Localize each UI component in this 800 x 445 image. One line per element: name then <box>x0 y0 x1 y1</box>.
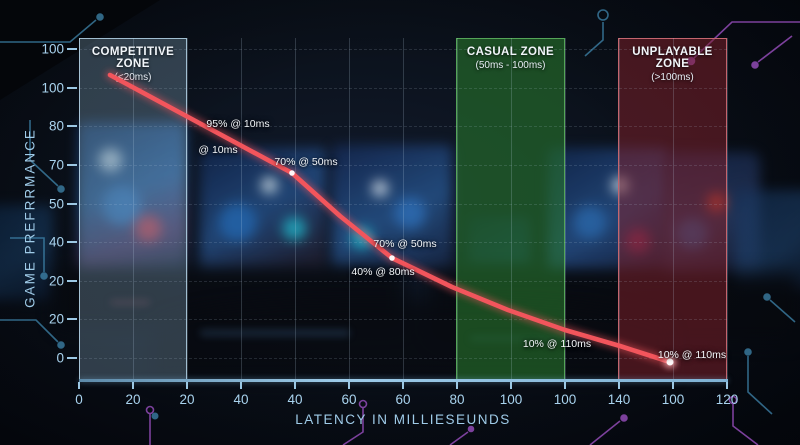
y-tick-mark <box>67 318 77 321</box>
x-tick-label: 40 <box>287 392 303 407</box>
y-tick-mark <box>67 279 77 282</box>
gridline-vertical <box>403 38 404 380</box>
y-tick-label: 20 <box>48 311 64 327</box>
x-tick-label: 100 <box>553 392 577 407</box>
x-tick-label: 20 <box>179 392 195 407</box>
gridline-vertical <box>565 38 566 380</box>
x-tick-mark <box>132 382 134 389</box>
y-axis-title: GAME PREFRRMANCE <box>22 128 38 308</box>
zone-band-unplayable: UNPLAYABLE ZONE (>100ms) <box>618 38 727 380</box>
y-tick-label: 20 <box>48 273 64 289</box>
zone-title-unplayable: UNPLAYABLE ZONE <box>632 46 713 70</box>
gridline-vertical <box>727 38 728 380</box>
point-annotation: 10% @ 110ms <box>522 338 592 350</box>
gridline-horizontal <box>79 242 727 244</box>
y-tick-mark <box>67 125 77 128</box>
y-tick-label: 50 <box>48 196 64 211</box>
gridline-horizontal <box>79 87 727 89</box>
gridline-horizontal <box>79 203 727 205</box>
gridline-horizontal <box>79 280 727 282</box>
gridline-vertical <box>133 38 134 380</box>
x-tick-label: 100 <box>499 392 523 407</box>
y-tick-label: 40 <box>48 234 64 250</box>
zone-range-unplayable: (>100ms) <box>651 72 694 83</box>
point-annotation: 70% @ 50ms <box>274 156 338 168</box>
y-tick-label: 100 <box>41 80 64 96</box>
y-tick-label: 80 <box>48 118 64 134</box>
x-tick-label: 120 <box>715 392 739 407</box>
x-tick-label: 100 <box>661 392 685 407</box>
gridline-horizontal <box>79 358 727 359</box>
y-tick-label: 100 <box>41 41 64 57</box>
y-tick-mark <box>67 163 77 166</box>
gridline-vertical <box>349 38 350 380</box>
x-tick-label: 80 <box>449 392 465 407</box>
gridline-vertical <box>79 38 80 380</box>
x-tick-mark <box>186 382 188 389</box>
x-tick-mark <box>402 382 404 389</box>
data-point <box>389 255 395 261</box>
x-tick-mark <box>564 382 566 389</box>
x-tick-label: 20 <box>125 392 141 407</box>
point-annotation: 70% @ 50ms <box>373 238 437 250</box>
gridline-horizontal <box>79 49 727 50</box>
x-tick-label: 40 <box>233 392 249 407</box>
end-data-point <box>666 358 674 366</box>
gridline-vertical <box>187 38 188 380</box>
x-tick-label: 60 <box>395 392 411 407</box>
gridline-vertical <box>241 38 242 380</box>
x-tick-mark <box>348 382 350 389</box>
performance-line-main <box>107 72 673 365</box>
y-tick-mark <box>67 202 77 205</box>
x-axis-line <box>79 379 728 382</box>
zone-range-competitive: (<20ms) <box>114 72 152 83</box>
x-tick-mark <box>618 382 620 389</box>
gridline-horizontal <box>79 126 727 128</box>
point-annotation: 10% @ 110ms <box>657 349 727 361</box>
y-tick-mark <box>67 48 77 50</box>
gridline-vertical <box>511 38 512 380</box>
point-annotation: 40% @ 80ms <box>351 266 415 278</box>
x-tick-mark <box>726 382 728 389</box>
x-tick-mark <box>294 382 296 389</box>
gridline-vertical <box>619 38 620 380</box>
x-tick-label: 0 <box>75 392 83 407</box>
gridline-horizontal <box>79 164 727 166</box>
y-tick-mark <box>67 241 77 244</box>
point-annotation: 95% @ 10ms <box>206 118 270 130</box>
gridline-vertical <box>457 38 458 380</box>
data-point <box>289 170 295 176</box>
x-tick-mark <box>240 382 242 389</box>
y-tick-label: 0 <box>56 350 64 366</box>
x-tick-mark <box>510 382 512 389</box>
y-tick-mark <box>67 357 77 359</box>
x-axis-title: LATENCY IN MILLIESEUNDS <box>295 412 511 427</box>
zone-title-competitive: COMPETITIVE ZONE <box>91 46 175 70</box>
x-tick-mark <box>78 382 80 389</box>
gridline-vertical <box>295 38 296 380</box>
point-annotation: @ 10ms <box>198 144 238 156</box>
gridline-vertical <box>673 38 674 380</box>
y-tick-label: 70 <box>48 157 64 173</box>
x-tick-mark <box>672 382 674 389</box>
y-tick-mark <box>67 86 77 89</box>
x-tick-label: 140 <box>607 392 631 407</box>
x-tick-label: 60 <box>341 392 357 407</box>
gridline-horizontal <box>79 319 727 321</box>
zone-title-casual: CASUAL ZONE <box>466 46 555 58</box>
zone-range-casual: (50ms - 100ms) <box>475 60 546 71</box>
x-tick-mark <box>456 382 458 389</box>
